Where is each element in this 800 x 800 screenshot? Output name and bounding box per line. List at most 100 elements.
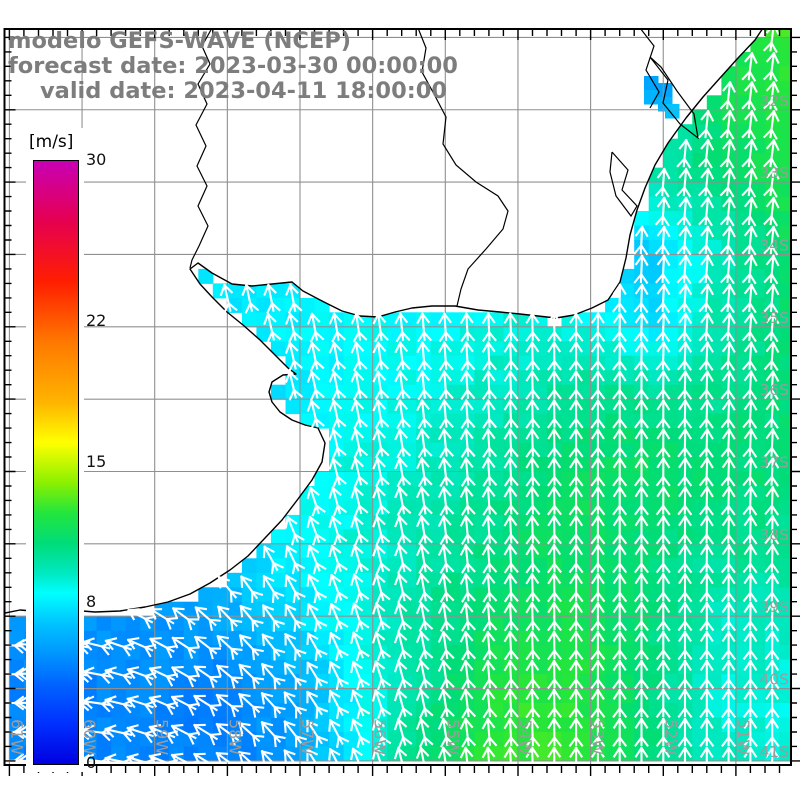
wave-cell — [270, 283, 286, 299]
wave-cell — [561, 717, 577, 733]
wave-cell — [125, 732, 141, 747]
wave-cell — [111, 659, 127, 675]
wave-cell — [779, 703, 791, 718]
wave-cell — [343, 355, 359, 371]
wave-cell — [706, 428, 722, 444]
wave-cell — [227, 572, 243, 588]
wave-cell — [779, 514, 791, 530]
wave-cell — [561, 746, 577, 762]
wave-cell — [212, 587, 228, 603]
wave-cell — [663, 746, 679, 762]
wave-cell — [735, 529, 751, 545]
wave-cell — [619, 659, 635, 675]
wave-cell — [779, 630, 791, 646]
wave-cell — [9, 746, 25, 762]
wave-cell — [619, 428, 635, 444]
wave-cell — [750, 225, 766, 241]
wave-cell — [401, 355, 417, 371]
wave-cell — [663, 153, 679, 169]
wave-cell — [343, 500, 359, 516]
wave-cell — [648, 572, 664, 588]
wave-cell — [212, 703, 228, 718]
wave-cell — [561, 543, 577, 559]
wave-cell — [750, 428, 766, 444]
wave-cell — [735, 384, 751, 400]
wave-cell — [648, 297, 664, 313]
lat-label: 39S — [759, 598, 789, 616]
wave-cell — [488, 717, 504, 733]
wave-cell — [779, 688, 791, 704]
wave-cell — [750, 268, 766, 284]
wave-cell — [256, 587, 272, 603]
wave-cell — [735, 254, 751, 270]
wave-cell — [605, 370, 621, 386]
wave-cell — [488, 674, 504, 690]
wave-cell — [706, 138, 722, 154]
wave-cell — [241, 558, 257, 574]
wave-cell — [474, 370, 490, 386]
wave-cell — [154, 688, 170, 704]
wave-cell — [648, 514, 664, 530]
wave-cell — [779, 312, 791, 328]
wave-cell — [445, 326, 461, 342]
wave-cell — [154, 732, 170, 747]
wave-cell — [314, 312, 330, 328]
colorbar-tick-label: 22 — [86, 310, 107, 330]
wave-cell — [779, 138, 791, 154]
wave-cell — [692, 428, 708, 444]
wave-cell — [750, 312, 766, 328]
wave-cell — [488, 746, 504, 762]
wave-cell — [605, 543, 621, 559]
wave-cell — [648, 717, 664, 733]
wave-cell — [779, 341, 791, 357]
wave-cell — [663, 211, 679, 226]
wave-cell — [329, 703, 345, 718]
wave-cell — [779, 211, 791, 226]
wave-cell — [518, 630, 533, 646]
wave-cell — [488, 688, 504, 704]
wave-cell — [314, 399, 330, 415]
wave-cell — [314, 341, 330, 357]
wave-cell — [692, 442, 708, 458]
wave-cell — [82, 674, 98, 690]
wave-cell — [605, 688, 621, 704]
wave-cell — [183, 659, 199, 675]
wave-cell — [706, 95, 722, 111]
wave-cell — [256, 674, 272, 690]
wave-cell — [619, 601, 635, 617]
wave-cell — [532, 601, 548, 617]
wave-cell — [706, 268, 722, 284]
wave-cell — [663, 312, 679, 328]
wave-cell — [532, 341, 548, 357]
lat-label: 34S — [759, 236, 789, 254]
wave-cell — [692, 268, 708, 284]
wave-cell — [358, 370, 374, 386]
wave-cell — [735, 182, 751, 198]
wave-cell — [692, 601, 708, 617]
wave-cell — [779, 80, 791, 96]
wave-cell — [605, 312, 621, 328]
wave-cell — [663, 182, 679, 198]
wave-cell — [445, 355, 461, 371]
wave-cell — [750, 688, 766, 704]
wave-cell — [488, 529, 504, 545]
wave-cell — [735, 659, 751, 675]
wave-cell — [648, 355, 664, 371]
wave-cell — [183, 717, 199, 733]
wave-cell — [314, 659, 330, 675]
wave-cell — [300, 587, 315, 603]
wave-cell — [285, 558, 301, 574]
wave-cell — [663, 514, 679, 530]
wave-cell — [648, 182, 664, 198]
wave-cell — [779, 500, 791, 516]
wave-cell — [401, 601, 417, 617]
wave-cell — [387, 703, 403, 718]
wave-cell — [358, 326, 374, 342]
wave-cell — [576, 312, 592, 328]
wave-cell — [692, 225, 708, 241]
wave-cell — [387, 616, 403, 632]
wave-cell — [619, 370, 635, 386]
wave-cell — [648, 486, 664, 501]
wave-cell — [488, 587, 504, 603]
